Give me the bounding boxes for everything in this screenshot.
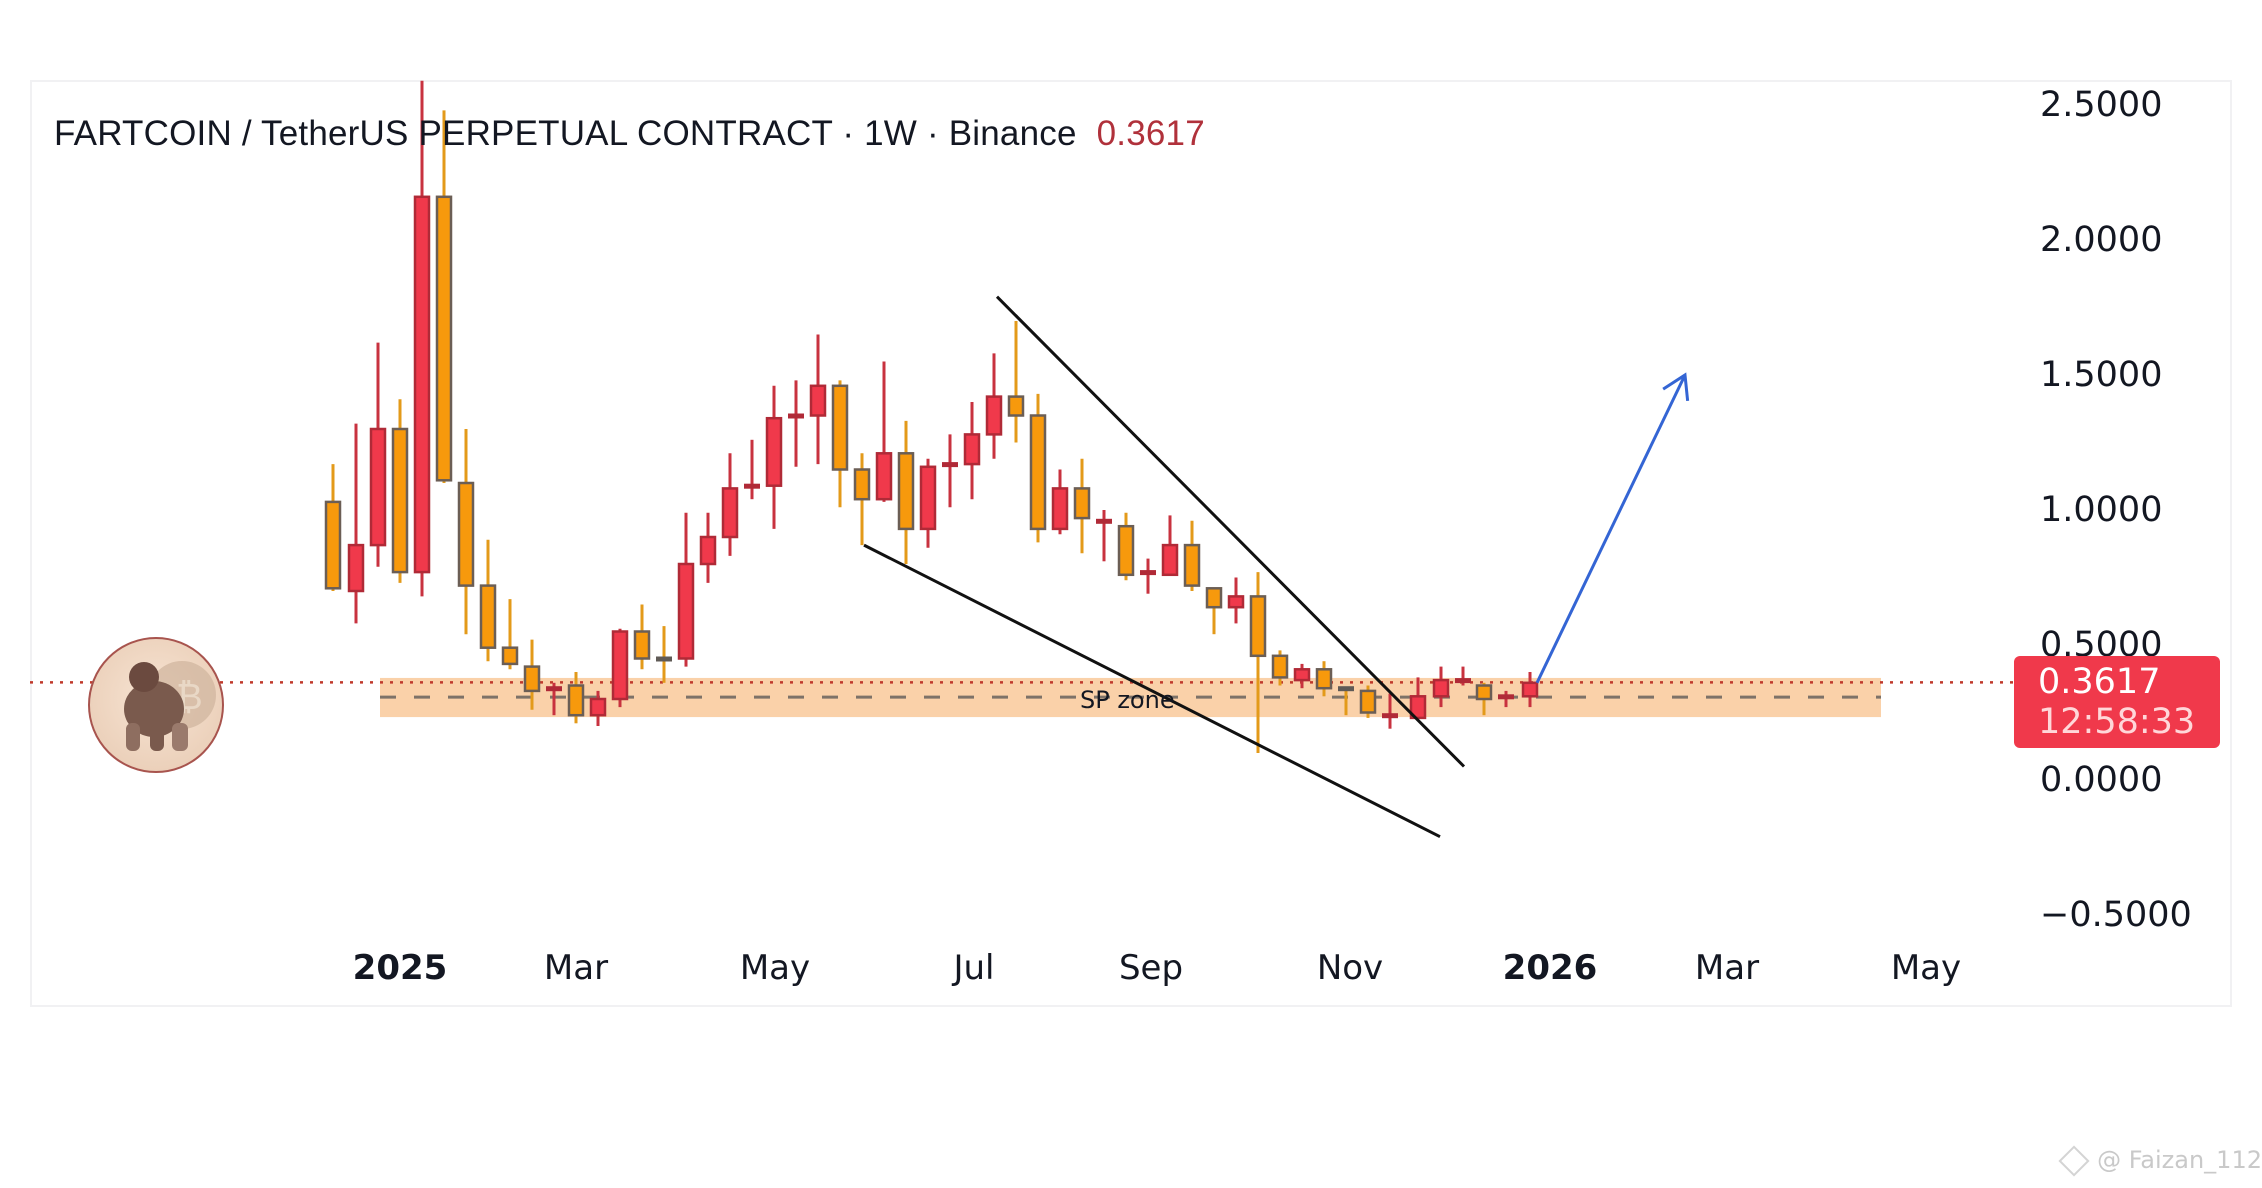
candle[interactable] bbox=[1359, 685, 1377, 718]
candle[interactable] bbox=[656, 626, 672, 683]
x-tick-label: 2025 bbox=[352, 948, 448, 988]
last-price-tag: 0.3617 12:58:33 bbox=[2014, 656, 2220, 748]
candle[interactable] bbox=[1315, 661, 1333, 697]
candle[interactable] bbox=[1183, 520, 1201, 591]
chart-frame bbox=[30, 80, 2232, 1007]
candle[interactable] bbox=[1007, 321, 1025, 443]
candle[interactable] bbox=[589, 690, 607, 726]
candle[interactable] bbox=[457, 429, 475, 635]
candle[interactable] bbox=[611, 628, 629, 708]
candle[interactable] bbox=[1409, 677, 1427, 720]
sp-zone-label: SP zone bbox=[1080, 686, 1175, 714]
candle[interactable] bbox=[501, 599, 519, 670]
drawings bbox=[863, 295, 1690, 839]
x-tick-label: Mar bbox=[543, 948, 609, 988]
wedge-lower-trendline[interactable] bbox=[863, 543, 1441, 839]
gorilla-icon: ₿ bbox=[124, 661, 216, 751]
candle[interactable] bbox=[897, 420, 915, 564]
candle[interactable] bbox=[523, 639, 541, 710]
avatar: ₿ bbox=[88, 637, 224, 773]
candle[interactable] bbox=[546, 682, 562, 716]
candle[interactable] bbox=[479, 539, 497, 662]
candle[interactable] bbox=[1205, 587, 1223, 635]
symbol-title: FARTCOIN / TetherUS PERPETUAL CONTRACT ·… bbox=[54, 114, 1205, 154]
sp-zone bbox=[30, 677, 2014, 718]
x-tick-label: May bbox=[1890, 948, 1962, 988]
candle[interactable] bbox=[721, 453, 739, 556]
candle[interactable] bbox=[788, 380, 804, 467]
candle[interactable] bbox=[744, 439, 760, 500]
candle[interactable] bbox=[391, 399, 409, 583]
candle[interactable] bbox=[831, 380, 849, 508]
candle[interactable] bbox=[699, 512, 717, 583]
candle[interactable] bbox=[1382, 693, 1398, 729]
x-tick-label: Sep bbox=[1118, 948, 1184, 988]
candle[interactable] bbox=[1432, 666, 1450, 708]
candle[interactable] bbox=[324, 464, 342, 591]
y-tick-label: 2.5000 bbox=[2040, 85, 2163, 125]
candle[interactable] bbox=[347, 423, 365, 624]
candlesticks bbox=[324, 80, 1539, 753]
candle[interactable] bbox=[1073, 458, 1091, 554]
watermark: @ Faizan_112 bbox=[2058, 1145, 2262, 1177]
y-tick-label: 2.0000 bbox=[2040, 220, 2163, 260]
x-tick-label: Nov bbox=[1316, 948, 1384, 988]
candle[interactable] bbox=[1338, 686, 1354, 716]
header-last-price: 0.3617 bbox=[1096, 114, 1205, 153]
y-tick-label: 0.0000 bbox=[2040, 760, 2163, 800]
candle[interactable] bbox=[567, 672, 585, 724]
candle[interactable] bbox=[853, 453, 871, 546]
candle[interactable] bbox=[765, 385, 783, 529]
candle[interactable] bbox=[413, 80, 431, 597]
symbol-name: FARTCOIN / TetherUS PERPETUAL CONTRACT ·… bbox=[54, 114, 1077, 153]
candle[interactable] bbox=[633, 604, 651, 670]
candle[interactable] bbox=[1249, 572, 1267, 753]
candle[interactable] bbox=[1271, 650, 1289, 686]
candle[interactable] bbox=[369, 342, 387, 567]
x-tick-label: May bbox=[739, 948, 811, 988]
candle[interactable] bbox=[1051, 469, 1069, 535]
projection-arrow[interactable] bbox=[1535, 374, 1687, 684]
candle[interactable] bbox=[1498, 690, 1514, 708]
y-tick-label: −0.5000 bbox=[2040, 895, 2192, 935]
candle[interactable] bbox=[1475, 682, 1493, 716]
candle[interactable] bbox=[985, 353, 1003, 459]
candle[interactable] bbox=[1096, 510, 1112, 562]
candle[interactable] bbox=[809, 334, 827, 465]
watermark-text: @ Faizan_112 bbox=[2097, 1146, 2262, 1174]
candle[interactable] bbox=[1161, 515, 1179, 577]
candle[interactable] bbox=[1029, 393, 1047, 543]
candle[interactable] bbox=[1455, 666, 1471, 686]
candle[interactable] bbox=[1117, 512, 1135, 581]
candle[interactable] bbox=[919, 458, 937, 548]
candle[interactable] bbox=[435, 110, 453, 483]
candle[interactable] bbox=[1521, 672, 1539, 708]
y-tick-label: 1.0000 bbox=[2040, 490, 2163, 530]
bar-countdown: 12:58:33 bbox=[2038, 702, 2196, 742]
x-tick-label: Jul bbox=[953, 948, 995, 988]
candle[interactable] bbox=[1140, 558, 1156, 594]
candle[interactable] bbox=[1227, 577, 1245, 624]
x-tick-label: Mar bbox=[1694, 948, 1760, 988]
x-tick-label: 2026 bbox=[1502, 948, 1598, 988]
candle[interactable] bbox=[963, 402, 981, 500]
arrowhead-icon bbox=[1662, 372, 1690, 402]
candle[interactable] bbox=[942, 434, 958, 508]
y-tick-label: 1.5000 bbox=[2040, 355, 2163, 395]
binance-logo-icon bbox=[2058, 1145, 2090, 1177]
candle[interactable] bbox=[875, 361, 893, 502]
wedge-upper-trendline[interactable] bbox=[995, 295, 1466, 768]
candle[interactable] bbox=[677, 512, 695, 667]
last-price-value: 0.3617 bbox=[2038, 662, 2161, 702]
candle[interactable] bbox=[1293, 663, 1311, 689]
